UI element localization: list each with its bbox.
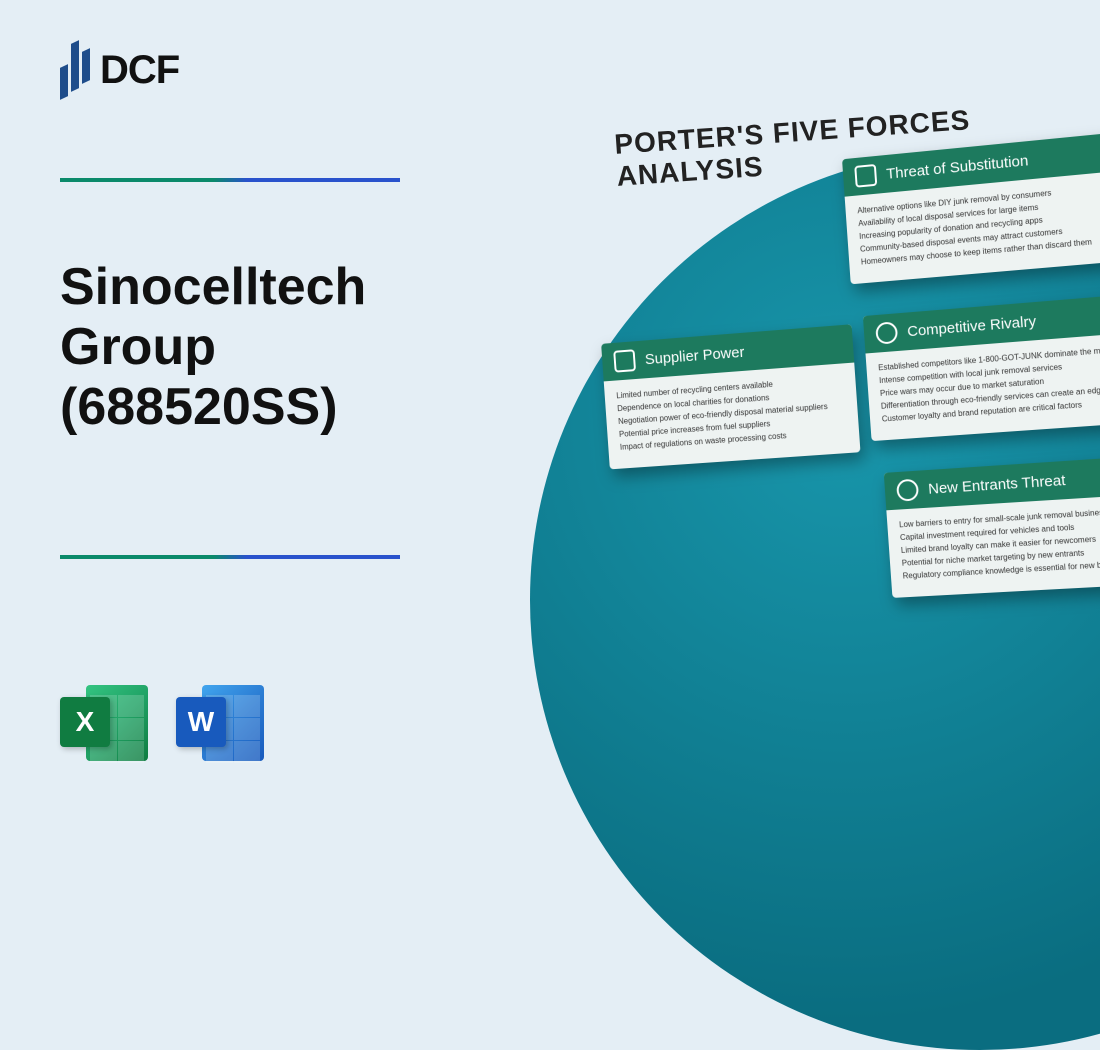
card-title: Threat of Substitution	[886, 152, 1029, 183]
forces-cards: Threat of Substitution Alternative optio…	[540, 115, 1100, 755]
divider-top	[60, 178, 400, 182]
logo: DCF	[60, 42, 179, 98]
excel-file-icon[interactable]: X	[60, 679, 148, 767]
card-substitution: Threat of Substitution Alternative optio…	[842, 133, 1100, 284]
person-icon	[896, 479, 919, 502]
card-title: Competitive Rivalry	[907, 313, 1037, 340]
excel-letter: X	[60, 697, 110, 747]
clock-icon	[875, 321, 898, 344]
card-supplier: Supplier Power Limited number of recycli…	[601, 324, 860, 469]
card-body: Limited number of recycling centers avai…	[604, 363, 861, 470]
card-body: Low barriers to entry for small-scale ju…	[886, 493, 1100, 597]
card-title: New Entrants Threat	[928, 472, 1066, 498]
file-icons: X W	[60, 679, 264, 767]
logo-text: DCF	[100, 48, 179, 93]
logo-bars-icon	[60, 42, 90, 98]
card-entrants: New Entrants Threat Low barriers to entr…	[884, 455, 1100, 598]
word-letter: W	[176, 697, 226, 747]
word-file-icon[interactable]: W	[176, 679, 264, 767]
swap-icon	[854, 164, 877, 188]
card-rivalry: Competitive Rivalry Established competit…	[863, 294, 1100, 441]
divider-bottom	[60, 555, 400, 559]
link-icon	[613, 349, 636, 372]
card-title: Supplier Power	[644, 343, 745, 368]
company-title: SinocelltechGroup(688520SS)	[60, 258, 366, 437]
